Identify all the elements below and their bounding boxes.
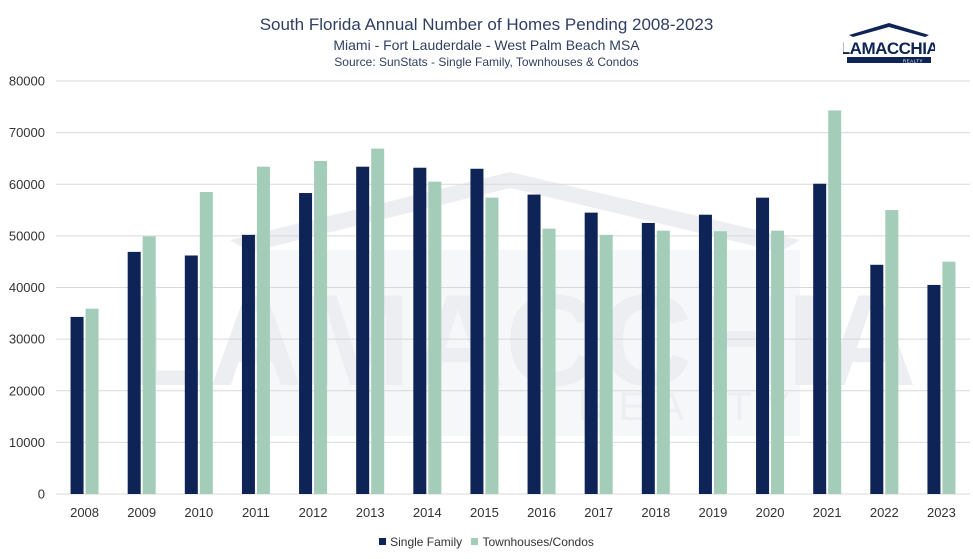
x-tick-label: 2021 [813, 505, 842, 520]
bar-single-family [584, 212, 598, 495]
bar-single-family [698, 214, 712, 495]
x-tick-label: 2016 [527, 505, 556, 520]
bar-townhouses-condos [828, 110, 842, 495]
x-tick-label: 2014 [413, 505, 442, 520]
bar-single-family [127, 251, 141, 494]
x-tick-label: 2013 [356, 505, 385, 520]
bar-townhouses-condos [256, 166, 270, 494]
x-tick-label: 2008 [70, 505, 99, 520]
bar-single-family [756, 197, 770, 495]
chart-title: South Florida Annual Number of Homes Pen… [259, 15, 714, 34]
x-tick-label: 2011 [242, 505, 270, 520]
lamacchia-logo: LAMACCHIA REALTY [843, 22, 935, 64]
watermark-tag: REALTY [578, 385, 803, 429]
bar-townhouses-condos [85, 308, 99, 494]
bar-single-family [813, 183, 827, 494]
bar-townhouses-condos [885, 210, 899, 494]
legend-swatch-townhouses-condos [471, 538, 479, 545]
y-tick-label: 60000 [9, 177, 45, 192]
bar-townhouses-condos [942, 261, 956, 494]
y-axis-tick-labels: 0 10000 20000 30000 40000 50000 60000 70000 8000… [9, 74, 45, 502]
logo-tag: REALTY [903, 59, 923, 64]
bar-single-family [241, 234, 255, 494]
x-tick-label: 2009 [127, 505, 156, 520]
logo-name: LAMACCHIA [843, 39, 935, 58]
y-tick-label: 50000 [9, 228, 45, 243]
bar-single-family [870, 264, 884, 494]
legend-label-townhouses-condos: Townhouses/Condos [482, 534, 594, 549]
bar-townhouses-condos [713, 231, 727, 494]
x-tick-label: 2023 [927, 505, 956, 520]
x-axis-tick-labels: 2008 2009 2010 2011 2012 2013 2014 2015 2016 2017… [70, 505, 956, 520]
legend-item-townhouses-condos: Townhouses/Condos [471, 534, 594, 549]
x-tick-label: 2020 [756, 505, 785, 520]
legend-swatch-single-family [379, 538, 387, 545]
bars [70, 110, 956, 495]
bar-townhouses-condos [314, 161, 328, 495]
bar-townhouses-condos [371, 148, 385, 494]
bar-single-family [413, 167, 427, 495]
bar-townhouses-condos [542, 228, 556, 494]
x-tick-label: 2015 [470, 505, 499, 520]
bar-single-family [470, 168, 484, 494]
bar-townhouses-condos [142, 236, 156, 495]
y-tick-label: 20000 [9, 383, 45, 398]
x-tick-label: 2019 [698, 505, 727, 520]
y-tick-label: 70000 [9, 125, 45, 140]
bar-single-family [641, 222, 655, 494]
legend-label-single-family: Single Family [390, 534, 463, 549]
chart-subtitle: Miami - Fort Lauderdale - West Palm Beac… [333, 37, 640, 53]
bar-single-family [527, 194, 541, 494]
chart-legend: Single Family Townhouses/Condos [0, 534, 973, 549]
chart-titles: South Florida Annual Number of Homes Pen… [0, 14, 973, 70]
chart-source: Source: SunStats - Single Family, Townho… [334, 55, 639, 69]
bar-townhouses-condos [599, 234, 613, 494]
legend-item-single-family: Single Family [379, 535, 462, 549]
bar-single-family [299, 193, 313, 494]
bar-single-family [70, 316, 84, 494]
bar-single-family [927, 284, 941, 494]
bar-single-family [184, 255, 198, 494]
bar-townhouses-condos [771, 230, 785, 494]
y-tick-label: 10000 [9, 435, 45, 450]
x-tick-label: 2022 [870, 505, 899, 520]
bar-single-family [356, 166, 370, 494]
y-tick-label: 40000 [9, 280, 45, 295]
y-tick-label: 80000 [9, 74, 45, 89]
bar-townhouses-condos [428, 181, 442, 494]
bar-townhouses-condos [485, 197, 499, 495]
x-tick-label: 2010 [184, 505, 213, 520]
x-tick-label: 2018 [641, 505, 670, 520]
x-tick-label: 2017 [584, 505, 613, 520]
bar-townhouses-condos [199, 191, 213, 494]
y-tick-label: 30000 [9, 332, 45, 347]
bar-townhouses-condos [656, 230, 670, 494]
y-tick-label: 0 [38, 487, 45, 502]
x-tick-label: 2012 [299, 505, 328, 520]
